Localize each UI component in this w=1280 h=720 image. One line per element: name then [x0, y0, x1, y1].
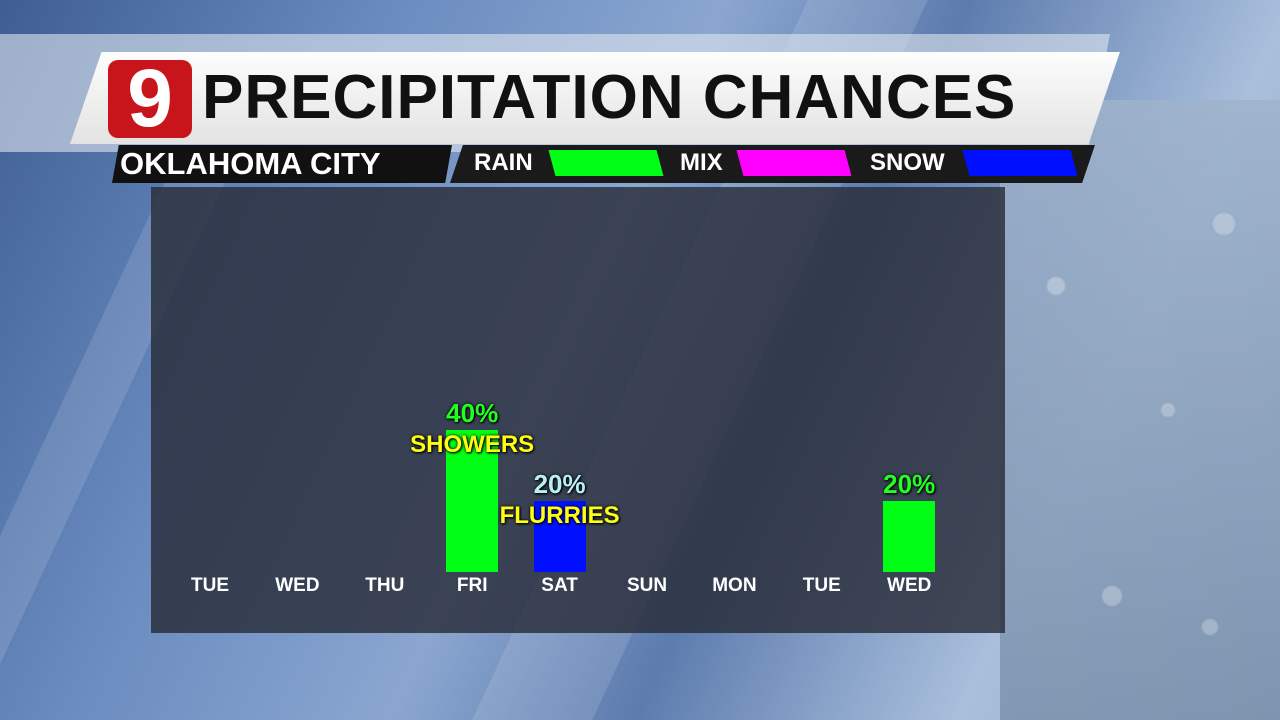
- location-label: OKLAHOMA CITY: [120, 146, 381, 181]
- legend-mix-label: MIX: [680, 149, 723, 176]
- bar-sat: [533, 501, 586, 572]
- raindrops-background: [1000, 100, 1280, 720]
- title-bar: [70, 52, 1120, 144]
- page-title: PRECIPITATION CHANCES: [202, 63, 1017, 132]
- x-tick-label: WED: [887, 575, 932, 596]
- annotation: SHOWERS: [410, 431, 535, 458]
- x-tick-label: SAT: [541, 575, 578, 596]
- x-tick-label: THU: [365, 575, 405, 596]
- bar-fri: [446, 430, 499, 572]
- x-tick-label: TUE: [191, 575, 229, 596]
- data-label: 20%: [533, 469, 586, 499]
- legend-snow-swatch: [962, 150, 1078, 176]
- x-tick-label: MON: [712, 575, 757, 596]
- bar-wed: [883, 501, 936, 572]
- x-tick-label: FRI: [456, 575, 488, 596]
- x-tick-label: SUN: [626, 575, 668, 596]
- legend-snow-label: SNOW: [870, 149, 945, 176]
- x-tick-label: TUE: [802, 575, 841, 596]
- location-bar: [112, 145, 452, 183]
- x-tick-label: WED: [275, 575, 320, 596]
- legend-mix-swatch: [736, 150, 852, 176]
- legend-rain-swatch: [548, 150, 664, 176]
- annotation: FLURRIES: [499, 502, 620, 529]
- data-label: 20%: [883, 469, 936, 499]
- channel-logo: 9: [108, 58, 192, 140]
- data-label: 40%: [446, 398, 499, 428]
- legend-rain-label: RAIN: [474, 149, 533, 176]
